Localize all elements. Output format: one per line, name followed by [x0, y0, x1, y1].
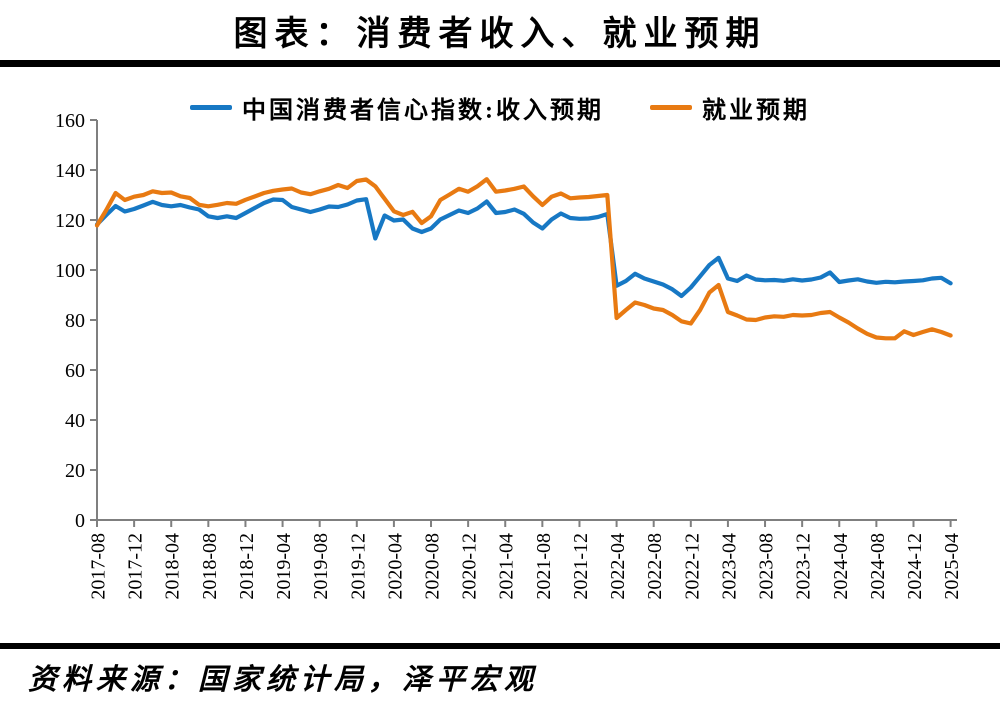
y-tick-label: 40	[65, 410, 85, 432]
x-tick-label: 2018-08	[199, 533, 221, 600]
employment-legend-label: 就业预期	[702, 98, 810, 124]
y-tick-label: 120	[55, 210, 85, 232]
line-chart-canvas: 0 20 40 60 80 100 120 140 160 2017-08 2017-12 2018-…	[55, 110, 963, 600]
y-tick-label: 20	[65, 460, 85, 482]
x-tick-label: 2023-12	[793, 533, 815, 600]
legend-item-employment: 就业预期	[650, 90, 810, 125]
chart-title: 图表：消费者收入、就业预期	[233, 16, 767, 53]
x-tick-label: 2023-08	[756, 533, 778, 600]
x-tick-label: 2023-04	[718, 533, 740, 600]
income-expectation-line	[94, 197, 953, 299]
y-tick-label: 60	[65, 360, 85, 382]
x-tick-label: 2019-04	[273, 533, 295, 600]
y-tick-label: 100	[55, 260, 85, 282]
x-tick-label: 2024-04	[830, 533, 852, 600]
x-tick-label: 2017-12	[125, 533, 147, 600]
x-tick-label: 2022-04	[607, 533, 629, 600]
x-tick-label: 2024-08	[867, 533, 889, 600]
employment-expectation-line	[94, 177, 953, 341]
y-tick-label: 160	[55, 110, 85, 132]
x-tick-label: 2019-12	[347, 533, 369, 600]
x-tick-label: 2022-12	[681, 533, 703, 600]
x-tick-label: 2020-12	[459, 533, 481, 600]
x-tick-label: 2020-04	[384, 533, 406, 600]
top-divider-rule	[0, 60, 1000, 67]
x-tick-label: 2022-08	[644, 533, 666, 600]
employment-line-swatch	[650, 105, 692, 110]
x-tick-label: 2019-08	[310, 533, 332, 600]
source-note: 资料来源：国家统计局，泽平宏观	[28, 664, 539, 696]
income-line-swatch	[190, 105, 232, 110]
y-tick-label: 140	[55, 160, 85, 182]
x-tick-label: 2021-12	[570, 533, 592, 600]
x-tick-label: 2017-08	[88, 533, 110, 600]
legend-item-income: 中国消费者信心指数:收入预期	[190, 90, 604, 125]
x-tick-label: 2021-04	[496, 533, 518, 600]
x-tick-label: 2025-04	[941, 533, 963, 600]
x-tick-label: 2018-12	[236, 533, 258, 600]
x-tick-label: 2024-12	[904, 533, 926, 600]
x-tick-label: 2018-04	[162, 533, 184, 600]
bottom-divider-rule	[0, 643, 1000, 649]
x-tick-label: 2021-08	[533, 533, 555, 600]
income-legend-label: 中国消费者信心指数:收入预期	[242, 98, 604, 124]
x-tick-label: 2020-08	[422, 533, 444, 600]
y-tick-label: 80	[65, 310, 85, 332]
chart-legend: 中国消费者信心指数:收入预期 就业预期	[0, 90, 1000, 125]
y-tick-label: 0	[75, 510, 85, 532]
